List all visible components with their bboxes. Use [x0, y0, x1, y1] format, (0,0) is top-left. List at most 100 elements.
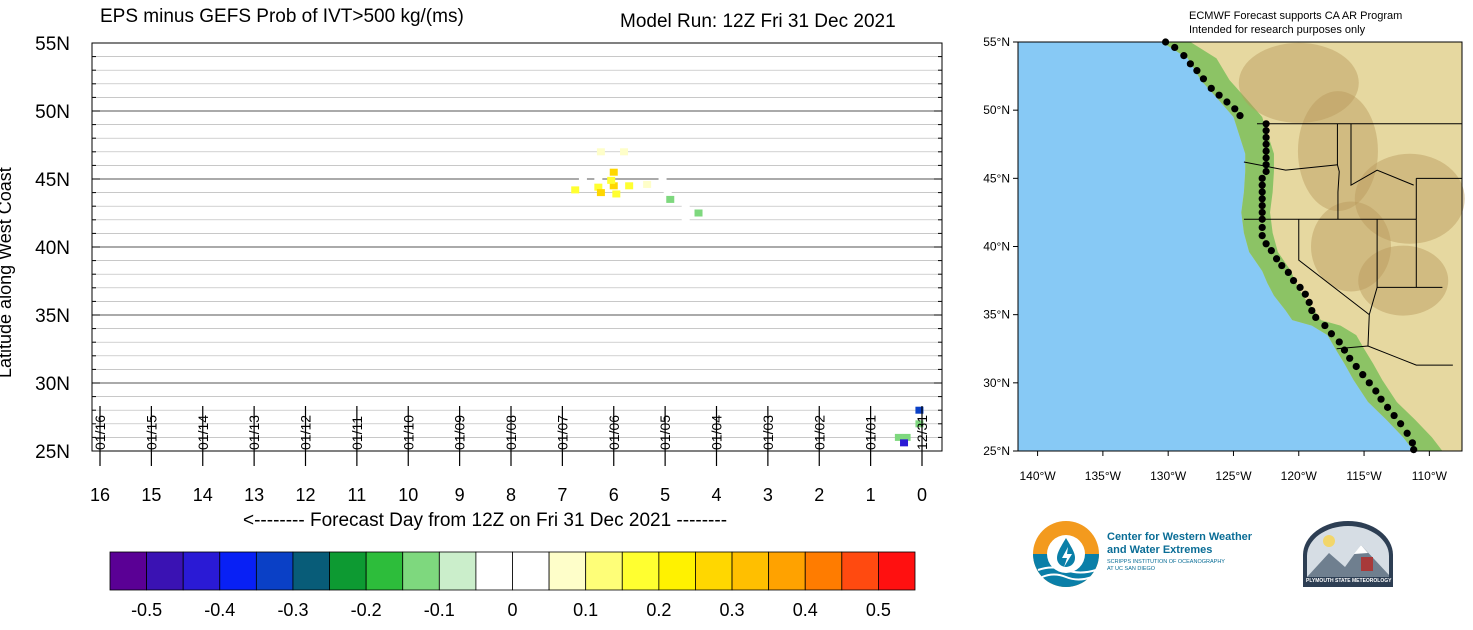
colorbar-swatch: [402, 551, 440, 591]
transect-point: [1262, 154, 1270, 162]
colorbar-label: 0.5: [866, 600, 891, 620]
x-tick-label: 12: [295, 485, 315, 505]
heatmap-cell: [666, 195, 675, 203]
colorbar-swatch: [768, 551, 806, 591]
cw3e-name-line4: AT UC SAN DIEGO: [1107, 566, 1156, 572]
heatmap-cell: [671, 208, 680, 216]
colorbar-swatch: [109, 551, 147, 591]
land: [1161, 42, 1462, 451]
map-lat-label: 35°N: [983, 308, 1010, 322]
x-tick-label: 14: [193, 485, 213, 505]
colorbar-label: 0.3: [720, 600, 745, 620]
x-tick-label: 9: [455, 485, 465, 505]
heatmap-cell: [594, 172, 603, 180]
cw3e-logo: [1032, 520, 1102, 588]
cw3e-name-line1: Center for Western Weather: [1107, 531, 1253, 543]
transect-point: [1272, 255, 1281, 263]
date-label: 01/03: [760, 415, 776, 450]
x-tick-label: 11: [348, 485, 367, 505]
date-label: 01/09: [452, 415, 468, 450]
transect-point: [1301, 290, 1309, 298]
heatmap-cell: [612, 190, 621, 198]
date-label: 01/12: [298, 415, 314, 450]
transect-point: [1312, 313, 1320, 321]
transect-point: [1289, 276, 1298, 285]
date-label: 01/14: [195, 415, 211, 450]
transect-point: [1335, 338, 1343, 346]
colorbar-swatch: [878, 551, 916, 591]
transect-point: [1321, 321, 1329, 330]
transect-point: [1284, 268, 1292, 277]
heatmap-cell: [663, 187, 672, 195]
map-lat-label: 40°N: [983, 240, 1010, 254]
colorbar-swatch: [292, 551, 330, 591]
heatmap-cell: [594, 183, 603, 191]
map-frame: [1017, 41, 1463, 452]
heatmap-cell: [578, 174, 587, 182]
colorbar-swatch: [512, 551, 550, 591]
date-label: 01/05: [657, 415, 673, 450]
colorbar-swatch: [804, 551, 843, 591]
colorbar-swatch: [695, 551, 733, 591]
transect-point: [1171, 43, 1179, 52]
colorbar-label: -0.4: [204, 600, 235, 620]
colorbar-label: 0: [507, 600, 517, 620]
y-tick-label: 50N: [35, 102, 70, 123]
heatmap-cell: [915, 406, 924, 414]
border-line: [1243, 161, 1338, 171]
x-tick-label: 10: [398, 485, 418, 505]
transect-point: [1403, 429, 1411, 437]
transect-point: [1352, 362, 1360, 371]
transect-point: [1262, 133, 1270, 142]
transect-point: [1296, 283, 1304, 291]
transect-point: [1359, 371, 1367, 379]
chart-title: EPS minus GEFS Prob of IVT>500 kg/(ms): [100, 6, 464, 27]
colorbar-swatch: [255, 551, 294, 591]
colorbar-label: -0.2: [351, 600, 382, 620]
cw3e-name-line2: and Water Extremes: [1107, 544, 1213, 556]
map-lon-label: 130°W: [1150, 469, 1187, 483]
date-label: 01/08: [503, 415, 519, 450]
map-lon-label: 115°W: [1346, 469, 1382, 483]
transect-point: [1383, 403, 1392, 411]
colorbar-swatch: [329, 551, 367, 591]
heatmap-cell: [658, 174, 667, 182]
border-line: [1336, 345, 1453, 366]
date-label: 01/10: [400, 415, 416, 450]
ocean: [1018, 42, 1462, 451]
transect-point: [1258, 231, 1266, 240]
map-lat-label: 55°N: [983, 35, 1010, 49]
transect-point: [1377, 395, 1385, 403]
colorbar-swatch: [548, 551, 587, 591]
transect-point: [1258, 195, 1266, 203]
x-tick-label: 0: [917, 485, 927, 505]
transect-point: [1231, 105, 1239, 113]
map-lon-label: 120°W: [1281, 469, 1318, 483]
colorbar-swatch: [438, 551, 477, 591]
transect-point: [1258, 188, 1266, 196]
transect-point: [1258, 208, 1266, 217]
heatmap-cell: [571, 186, 580, 194]
border-line: [1298, 219, 1370, 316]
x-axis-label: <-------- Forecast Day from 12Z on Fri 3…: [243, 510, 728, 531]
heatmap-cell: [607, 176, 616, 184]
x-tick-label: 5: [660, 485, 670, 505]
transect-point: [1372, 387, 1380, 395]
transect-point: [1262, 161, 1270, 169]
date-label: 01/01: [863, 415, 879, 450]
transect-point: [1258, 174, 1266, 182]
x-tick-label: 6: [609, 485, 619, 505]
x-tick-label: 2: [814, 485, 824, 505]
date-label: 01/02: [811, 415, 827, 450]
terrain-shade: [1358, 245, 1449, 316]
transect-point: [1207, 84, 1215, 92]
terrain-shade: [1238, 42, 1359, 123]
colorbar-swatch: [475, 551, 513, 591]
y-tick-label: 35N: [35, 306, 70, 327]
date-label: 01/04: [709, 415, 725, 450]
colorbar-swatch: [841, 551, 879, 591]
heatmap-cell: [694, 209, 703, 217]
transect-point: [1236, 112, 1244, 120]
heatmap-cell: [625, 182, 634, 190]
map-lon-label: 125°W: [1215, 469, 1252, 483]
